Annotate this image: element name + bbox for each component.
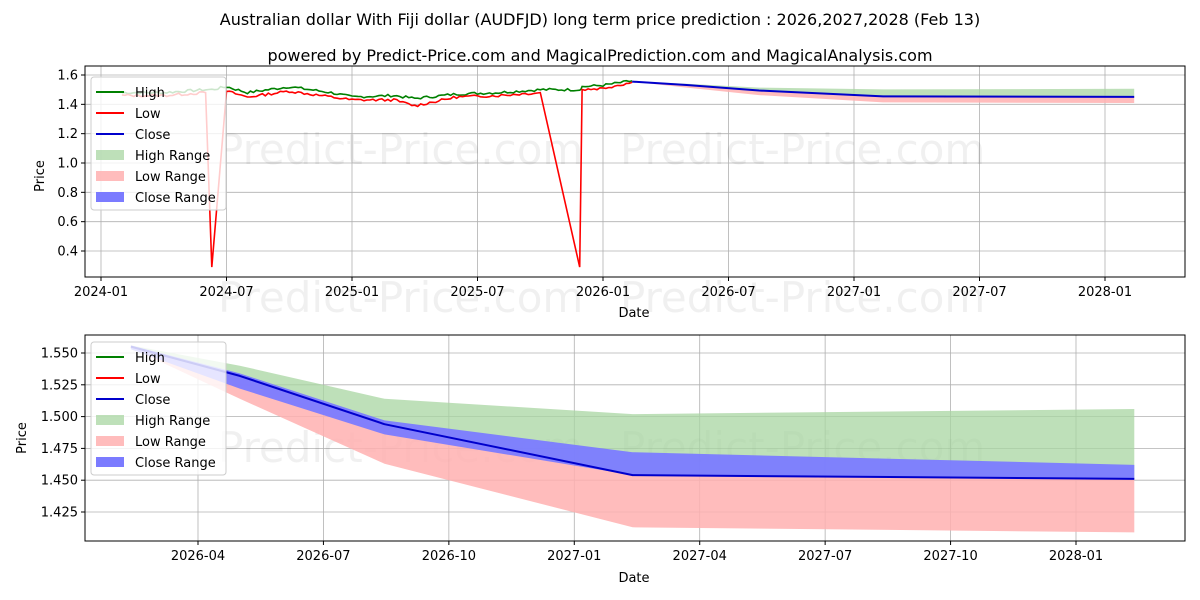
legend-swatch-patch: [96, 171, 124, 181]
x-tick-label: 2027-04: [673, 549, 727, 564]
legend-label: High Range: [135, 149, 210, 164]
y-tick-label: 0.6: [57, 215, 78, 230]
y-tick-label: 1.550: [41, 347, 78, 362]
legend-label: Close Range: [135, 456, 216, 471]
legend-label: Low Range: [135, 170, 206, 185]
bottom-y-label: Price: [15, 422, 30, 454]
top-legend: High Low Close High Range Low Range Close Ran…: [90, 76, 227, 211]
x-tick-label: 2026-01: [576, 285, 630, 300]
legend-label: High Range: [135, 414, 210, 429]
x-tick-label: 2026-07: [296, 549, 350, 564]
top-watermarks: Predict-Price.com Predict-Price.com Predic…: [218, 125, 985, 322]
legend-label: Close: [135, 393, 170, 408]
top-y-label: Price: [33, 160, 48, 192]
x-tick-label: 2025-07: [450, 285, 504, 300]
high-range-band: [632, 81, 1135, 97]
legend-swatch-patch: [96, 150, 124, 160]
high-range-band: [130, 345, 1135, 479]
top-x-label: Date: [618, 306, 649, 321]
x-tick-label: 2026-07: [701, 285, 755, 300]
bottom-x-label: Date: [618, 571, 649, 586]
y-tick-label: 1.6: [57, 69, 78, 84]
y-tick-label: 1.525: [41, 378, 78, 393]
x-tick-label: 2026-04: [171, 549, 225, 564]
y-tick-label: 1.2: [57, 127, 78, 142]
x-tick-label: 2028-01: [1049, 549, 1103, 564]
top-axes-frame: [84, 65, 1186, 278]
top-y-axis: 0.4 0.6 0.8 1.0 1.2 1.4 1.6: [57, 69, 85, 260]
x-tick-label: 2027-01: [547, 549, 601, 564]
legend-box: [90, 76, 227, 211]
legend-label: Low Range: [135, 435, 206, 450]
x-tick-label: 2024-07: [199, 285, 253, 300]
legend-label: Close Range: [135, 191, 216, 206]
top-x-axis: 2024-01 2024-07 2025-01 2025-07 2026-01 2026-…: [74, 277, 1132, 300]
y-tick-label: 1.4: [57, 98, 78, 113]
y-tick-label: 0.8: [57, 186, 78, 201]
watermark-text: Predict-Price.com: [620, 125, 985, 174]
legend-swatch-patch: [96, 415, 124, 425]
x-tick-label: 2027-07: [952, 285, 1006, 300]
low-range-band: [130, 346, 1135, 533]
chart-subtitle: powered by Predict-Price.com and Magical…: [267, 46, 933, 65]
x-tick-label: 2028-01: [1078, 285, 1132, 300]
legend-label: Low: [135, 107, 161, 122]
x-tick-label: 2024-01: [74, 285, 128, 300]
chart-title: Australian dollar With Fiji dollar (AUDF…: [219, 10, 981, 29]
watermark-text: Predict-Price.com: [218, 125, 583, 174]
y-tick-label: 1.500: [41, 410, 78, 425]
y-tick-label: 0.4: [57, 245, 78, 260]
x-tick-label: 2027-07: [798, 549, 852, 564]
legend-swatch-patch: [96, 436, 124, 446]
x-tick-label: 2025-01: [325, 285, 379, 300]
x-tick-label: 2026-10: [422, 549, 476, 564]
watermark-text: Predict-Price.com: [620, 273, 985, 322]
x-tick-label: 2027-01: [827, 285, 881, 300]
legend-swatch-patch: [96, 192, 124, 202]
bottom-legend: High Low Close High Range Low Range Close Ran…: [90, 341, 227, 476]
y-tick-label: 1.0: [57, 157, 78, 172]
y-tick-label: 1.450: [41, 474, 78, 489]
close-line: [632, 80, 1135, 98]
watermark-text: Predict-Price.com: [218, 273, 583, 322]
close-range-band: [130, 345, 1135, 479]
legend-label: Low: [135, 372, 161, 387]
legend-label: High: [135, 351, 165, 366]
legend-swatch-patch: [96, 457, 124, 467]
bottom-axes-frame: [84, 334, 1186, 542]
top-chart: Predict-Price.com Predict-Price.com Predic…: [33, 65, 1186, 322]
y-tick-label: 1.425: [41, 506, 78, 521]
legend-label: High: [135, 86, 165, 101]
legend-box: [90, 341, 227, 476]
bottom-y-axis: 1.425 1.450 1.475 1.500 1.525 1.550: [41, 347, 85, 521]
y-tick-label: 1.475: [41, 442, 78, 457]
x-tick-label: 2027-10: [923, 549, 977, 564]
bottom-x-axis: 2026-04 2026-07 2026-10 2027-01 2027-04 2027-…: [171, 541, 1103, 564]
legend-label: Close: [135, 128, 170, 143]
